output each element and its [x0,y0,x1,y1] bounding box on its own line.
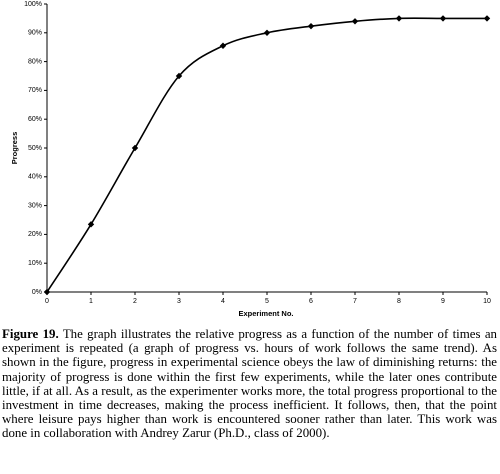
y-axis-title: Progress [10,132,19,165]
marker [395,15,403,22]
caption-text: The graph illustrates the relative progr… [2,327,497,441]
caption-label: Figure 19. [2,327,59,341]
y-tick-label: 50% [28,145,42,152]
y-tick-label: 70% [28,87,42,94]
x-tick-label: 6 [309,298,313,305]
line [46,17,487,293]
marker [131,144,139,152]
y-tick-label: 20% [28,231,42,238]
x-tick-label: 4 [221,298,225,305]
marker [43,288,51,296]
x-tick-label: 0 [45,298,49,305]
y-tick-label: 30% [28,202,42,209]
y-tick-label: 0% [32,289,42,296]
marker [483,15,491,22]
x-tick-label: 1 [89,298,93,305]
x-tick-label: 5 [265,298,269,305]
marker [175,72,183,80]
x-tick-label: 7 [353,298,357,305]
marker [439,15,447,22]
x-tick-label: 3 [177,298,181,305]
marker [87,221,95,228]
x-tick-label: 9 [441,298,445,305]
y-tick-label: 10% [28,260,42,267]
y-tick-label: 40% [28,174,42,181]
y-tick-label: 90% [28,30,42,37]
marker [263,29,271,36]
marker [307,22,315,30]
x-tick-label: 8 [397,298,401,305]
x-tick-label: 2 [133,298,137,305]
marker [351,18,359,25]
x-axis-title: Experiment No. [238,309,293,318]
y-tick-label: 80% [28,58,42,65]
y-tick-label: 60% [28,116,42,123]
x-tick-label: 10 [483,298,491,305]
chart: Experiment No. Progress 0%10%20%30%40%50… [10,1,491,318]
caption: Figure 19. The graph illustrates the rel… [2,327,497,441]
marker [219,42,227,49]
y-tick-label: 100% [24,1,42,8]
